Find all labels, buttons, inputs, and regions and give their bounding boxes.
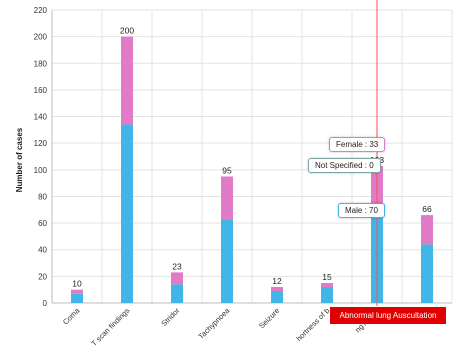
y-tick-label: 40	[38, 246, 47, 255]
grid-layer	[51, 9, 453, 304]
y-tick-label: 80	[38, 192, 47, 201]
y-tick-label: 220	[34, 6, 48, 15]
bar-segment-male[interactable]	[171, 284, 183, 303]
bar-segment-female[interactable]	[71, 289, 83, 294]
y-tick-label: 100	[34, 166, 48, 175]
x-tick-label: hortness of b	[294, 306, 331, 343]
x-tick-label: T scan findings	[89, 306, 131, 348]
y-tick-label: 60	[38, 219, 47, 228]
bar-segment-female[interactable]	[421, 215, 433, 245]
bar-segment-male[interactable]	[321, 287, 333, 303]
bar-layer	[71, 0, 433, 306]
x-tick-label: Seizure	[257, 306, 281, 330]
y-tick-label: 0	[43, 299, 48, 308]
y-tick-label: 140	[34, 113, 48, 122]
bar-total-label: 95	[222, 165, 232, 175]
bar-total-label: 10	[72, 279, 82, 289]
bar-segment-female[interactable]	[221, 176, 233, 220]
x-tick-label: Tachypnoea	[196, 305, 232, 341]
bar-total-label: 66	[422, 204, 432, 214]
bar-segment-male[interactable]	[121, 124, 133, 303]
y-tick-label: 160	[34, 86, 48, 95]
bar-segment-female[interactable]	[171, 272, 183, 285]
x-tick-label: Stridor	[159, 306, 181, 328]
bar-segment-male[interactable]	[271, 291, 283, 303]
tooltip-male: Male : 70	[338, 203, 385, 218]
y-tick-label: 20	[38, 272, 47, 281]
y-tick-label: 200	[34, 33, 48, 42]
bar-segment-female[interactable]	[271, 287, 283, 292]
y-tick-label: 120	[34, 139, 48, 148]
bar-total-label: 12	[272, 276, 282, 286]
y-axis-label: Number of cases	[15, 127, 24, 192]
tooltip-not-specified: Not Specified : 0	[308, 158, 381, 173]
bar-total-label: 23	[172, 261, 182, 271]
bar-segment-male[interactable]	[421, 244, 433, 303]
bar-segment-female[interactable]	[321, 283, 333, 288]
bar-segment-female[interactable]	[121, 36, 133, 125]
bar-segment-male[interactable]	[221, 219, 233, 303]
bar-total-label: 200	[120, 26, 134, 36]
y-tick-label: 180	[34, 59, 48, 68]
category-tooltip: Abnormal lung Auscultation	[330, 307, 446, 324]
x-tick-label: Coma	[61, 305, 82, 326]
bar-segment-male[interactable]	[71, 293, 83, 303]
bar-total-label: 15	[322, 272, 332, 282]
tooltip-female: Female : 33	[329, 137, 386, 152]
